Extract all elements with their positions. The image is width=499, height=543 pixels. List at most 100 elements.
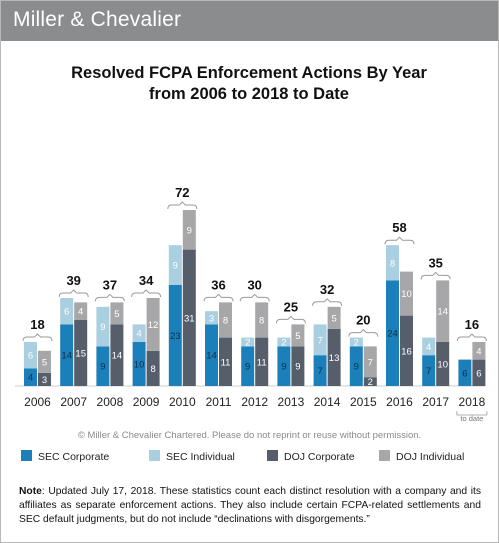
total-label-2014: 32 xyxy=(320,282,334,297)
data-label-doj-individual-2008: 5 xyxy=(114,309,119,320)
bar-doj-individual-2008 xyxy=(110,302,124,325)
bar-sec-corporate-2007 xyxy=(60,324,74,386)
total-label-2015: 20 xyxy=(356,313,370,328)
total-label-2012: 30 xyxy=(247,277,261,292)
bar-sec-corporate-2008 xyxy=(96,346,110,386)
footnote: Note: Updated July 17, 2018. These stati… xyxy=(19,485,481,527)
bar-doj-corporate-2010 xyxy=(182,249,196,386)
data-label-sec-individual-2014: 7 xyxy=(317,335,322,346)
bars-layer: 4635182006146154392007991453720081048123… xyxy=(22,185,488,423)
data-label-sec-individual-2009: 4 xyxy=(136,329,141,340)
bar-sec-individual-2015 xyxy=(349,337,363,347)
legend-swatch-sec-corporate xyxy=(21,450,32,461)
total-label-2017: 35 xyxy=(428,255,442,270)
data-label-doj-corporate-2016: 16 xyxy=(401,346,412,357)
total-label-2008: 37 xyxy=(103,277,117,292)
bar-doj-individual-2016 xyxy=(400,271,413,316)
data-label-doj-corporate-2007: 15 xyxy=(75,349,86,360)
legend-label-doj-corporate: DOJ Corporate xyxy=(284,451,355,463)
x-tick-note-bracket-2018 xyxy=(456,411,488,416)
bar-doj-corporate-2007 xyxy=(74,320,88,386)
x-tick-label-2014: 2014 xyxy=(314,395,341,409)
total-label-2011: 36 xyxy=(211,277,225,292)
bar-doj-individual-2017 xyxy=(436,280,450,342)
data-label-doj-individual-2017: 14 xyxy=(437,307,448,318)
bar-sec-corporate-2018 xyxy=(458,359,472,386)
data-label-sec-corporate-2018: 6 xyxy=(462,368,467,379)
bar-sec-corporate-2017 xyxy=(422,355,436,386)
stacked-bar-chart: Resolved FCPA Enforcement Actions By Yea… xyxy=(15,64,488,423)
data-label-sec-corporate-2016: 24 xyxy=(387,329,398,340)
x-tick-label-2009: 2009 xyxy=(133,395,160,409)
total-label-2016: 58 xyxy=(392,220,406,235)
footnote-text: : Updated July 17, 2018. These statistic… xyxy=(19,486,481,525)
data-label-doj-corporate-2014: 13 xyxy=(329,353,340,364)
x-tick-label-2006: 2006 xyxy=(24,395,51,409)
x-tick-label-2008: 2008 xyxy=(97,395,124,409)
data-label-doj-corporate-2010: 31 xyxy=(184,313,195,324)
data-label-sec-individual-2013: 2 xyxy=(281,338,286,349)
data-label-doj-individual-2011: 8 xyxy=(223,316,228,327)
total-label-2009: 34 xyxy=(139,273,154,288)
legend-item-sec-corporate: SEC Corporate xyxy=(21,450,109,463)
bar-sec-individual-2008 xyxy=(96,306,110,347)
data-label-sec-individual-2011: 3 xyxy=(209,313,214,324)
bar-sec-individual-2006 xyxy=(24,342,37,369)
x-tick-label-2010: 2010 xyxy=(169,395,196,409)
data-label-sec-corporate-2011: 14 xyxy=(206,351,217,362)
brace-2011 xyxy=(203,293,234,302)
bar-doj-corporate-2017 xyxy=(436,342,450,386)
data-label-doj-individual-2014: 5 xyxy=(331,313,336,324)
legend-label-sec-corporate: SEC Corporate xyxy=(38,451,110,463)
data-label-sec-corporate-2017: 7 xyxy=(426,366,431,377)
bar-sec-individual-2010 xyxy=(168,245,182,285)
data-label-doj-individual-2012: 8 xyxy=(259,316,264,327)
data-label-sec-individual-2008: 9 xyxy=(100,322,105,333)
data-label-sec-corporate-2007: 14 xyxy=(61,351,72,362)
total-label-2018: 16 xyxy=(465,317,479,332)
data-label-doj-individual-2010: 9 xyxy=(187,225,192,236)
chart-title: Resolved FCPA Enforcement Actions By Yea… xyxy=(71,64,427,82)
data-label-doj-individual-2013: 5 xyxy=(295,331,300,342)
brace-2009 xyxy=(131,289,162,298)
data-label-sec-corporate-2012: 9 xyxy=(245,362,250,373)
bar-doj-individual-2011 xyxy=(219,302,232,338)
legend-item-doj-individual: DOJ Individual xyxy=(379,450,464,463)
bar-doj-corporate-2016 xyxy=(400,315,413,386)
data-label-doj-corporate-2006: 3 xyxy=(42,375,47,386)
legend-swatch-sec-individual xyxy=(149,450,160,461)
data-label-doj-corporate-2013: 9 xyxy=(295,362,300,373)
data-label-sec-corporate-2009: 10 xyxy=(134,360,145,371)
brace-2016 xyxy=(384,236,415,245)
bar-doj-corporate-2011 xyxy=(219,337,232,386)
bar-doj-individual-2018 xyxy=(472,342,486,360)
brand-logo: Miller & Chevalier xyxy=(13,8,182,31)
data-label-doj-corporate-2015: 2 xyxy=(368,377,373,388)
brace-2010 xyxy=(167,201,198,210)
x-tick-label-2007: 2007 xyxy=(60,395,87,409)
data-label-doj-corporate-2011: 11 xyxy=(221,357,231,368)
data-label-doj-corporate-2012: 11 xyxy=(257,357,267,368)
total-label-2013: 25 xyxy=(284,299,298,314)
bar-sec-corporate-2006 xyxy=(24,368,37,386)
chart-subtitle: from 2006 to 2018 to Date xyxy=(149,85,349,103)
bar-sec-individual-2012 xyxy=(241,337,255,347)
data-label-sec-corporate-2013: 9 xyxy=(281,362,286,373)
data-label-sec-individual-2007: 6 xyxy=(64,307,69,318)
total-label-2006: 18 xyxy=(30,317,44,332)
data-label-doj-individual-2016: 10 xyxy=(401,289,412,300)
x-tick-label-2013: 2013 xyxy=(278,395,305,409)
legend-item-sec-individual: SEC Individual xyxy=(149,450,235,463)
legend-swatch-doj-corporate xyxy=(267,450,278,461)
data-label-sec-corporate-2006: 4 xyxy=(28,373,33,384)
bar-sec-corporate-2010 xyxy=(168,284,182,386)
brace-2017 xyxy=(420,271,451,280)
total-label-2010: 72 xyxy=(175,185,189,200)
x-tick-label-2016: 2016 xyxy=(386,395,413,409)
data-label-sec-corporate-2010: 23 xyxy=(170,331,181,342)
data-label-sec-corporate-2014: 7 xyxy=(317,366,322,377)
data-label-doj-individual-2006: 5 xyxy=(42,357,47,368)
bar-sec-individual-2016 xyxy=(386,245,399,281)
data-label-sec-individual-2012: 2 xyxy=(245,338,250,349)
